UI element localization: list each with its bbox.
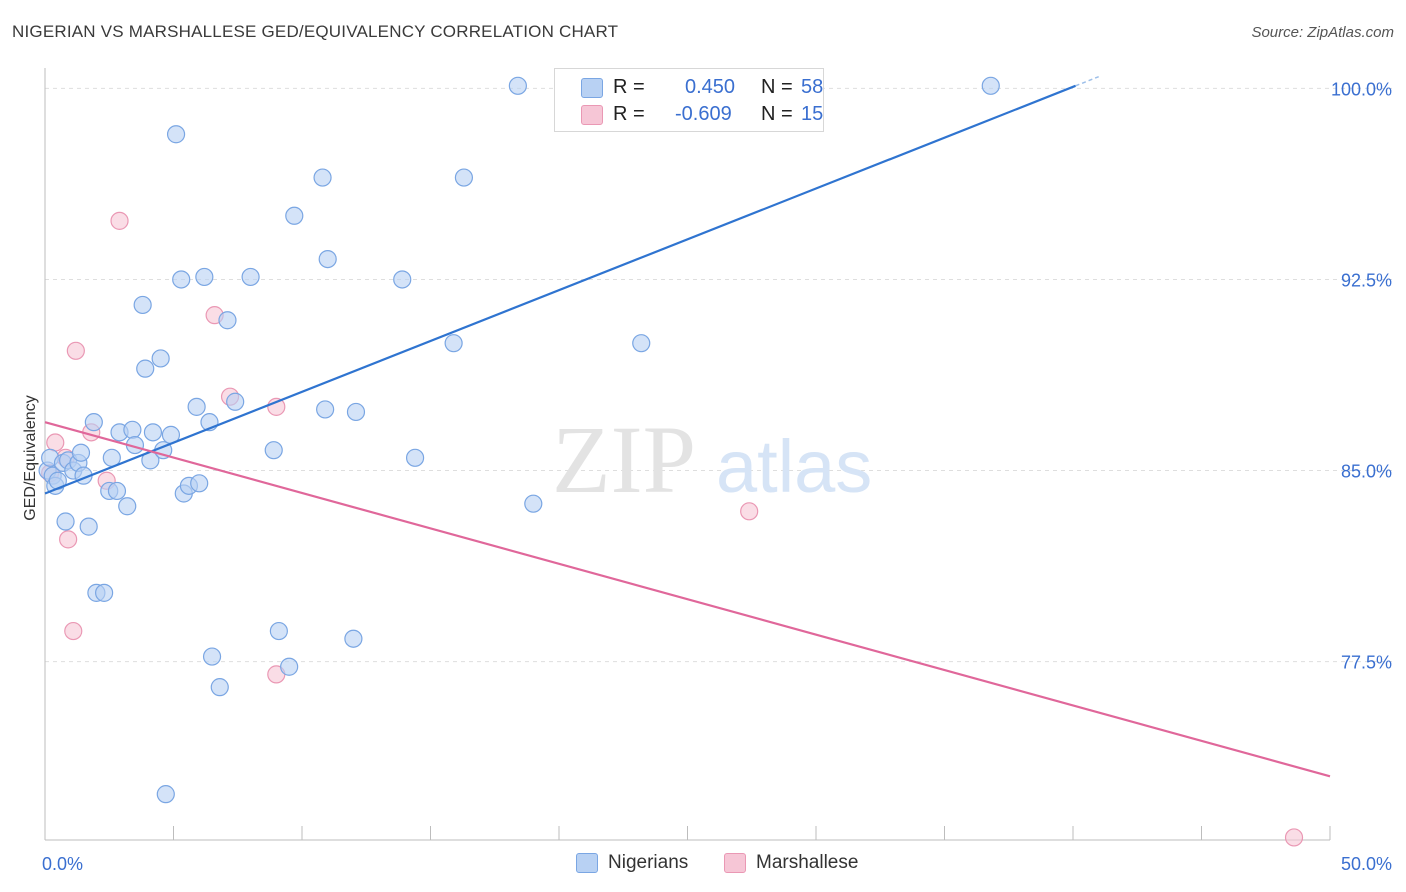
- marshallese-points: [41, 211, 1304, 847]
- marshallese-point: [110, 211, 129, 230]
- watermark: ZIP atlas: [552, 406, 872, 513]
- nigerian-point: [143, 423, 163, 442]
- nigerian-point: [79, 517, 98, 536]
- legend-r-label: R =: [613, 103, 645, 125]
- nigerian-point: [84, 413, 103, 432]
- marshallese-point: [46, 433, 65, 452]
- nigerian-point: [632, 334, 651, 353]
- legend-r-value: -0.609: [675, 103, 732, 125]
- legend-n-label: N =: [761, 76, 793, 98]
- legend-swatch-blue: [581, 78, 603, 98]
- bottom-legend-label: Nigerians: [608, 852, 689, 873]
- nigerian-trend-extension: [1075, 75, 1099, 87]
- watermark-atlas: atlas: [716, 425, 872, 508]
- nigerian-point: [156, 785, 175, 804]
- nigerian-point: [118, 497, 137, 516]
- x-tick-label: 0.0%: [42, 854, 83, 874]
- nigerian-point: [136, 359, 155, 378]
- nigerian-point: [405, 448, 425, 467]
- grid-lines: [45, 87, 1392, 663]
- nigerian-point: [123, 420, 142, 439]
- nigerian-point: [107, 481, 127, 501]
- nigerian-point: [508, 76, 527, 95]
- nigerian-point: [454, 168, 474, 187]
- marshallese-trend-line: [44, 421, 1331, 778]
- nigerian-point: [316, 400, 335, 419]
- bottom-legend-swatch-blue: [576, 853, 598, 873]
- nigerian-point: [226, 392, 245, 411]
- y-tick-label: 92.5%: [1341, 270, 1392, 290]
- source-label: Source: ZipAtlas.com: [1251, 24, 1394, 41]
- legend-swatch-pink: [581, 105, 603, 125]
- marshallese-point: [740, 502, 759, 521]
- nigerian-point: [269, 621, 288, 641]
- marshallese-point: [66, 341, 85, 360]
- trend-lines: [44, 75, 1331, 778]
- nigerian-point: [264, 441, 283, 460]
- nigerian-point: [195, 267, 214, 287]
- y-axis-title: GED/Equivalency: [22, 395, 39, 520]
- x-tick-label: 50.0%: [1341, 854, 1392, 874]
- nigerian-point: [166, 125, 186, 144]
- nigerian-point: [95, 583, 114, 602]
- stats-legend: R = 0.450 N = 58 R = -0.609 N = 15: [554, 68, 824, 132]
- nigerian-point: [524, 494, 543, 513]
- nigerian-point: [444, 334, 463, 353]
- legend-r-value: 0.450: [685, 76, 736, 98]
- legend-n-value: 58: [801, 76, 824, 98]
- legend-r-label: R =: [613, 76, 645, 98]
- legend-n-label: N =: [761, 103, 793, 125]
- nigerian-point: [71, 443, 91, 462]
- legend-n-value: 15: [801, 103, 824, 125]
- marshallese-point: [1284, 828, 1304, 847]
- nigerian-point: [218, 311, 237, 330]
- nigerian-point: [172, 270, 191, 289]
- tick-labels: 100.0% 92.5% 85.0% 77.5% 0.0% 50.0%: [42, 79, 1392, 874]
- bottom-legend-label: Marshallese: [756, 852, 859, 873]
- nigerian-point: [981, 76, 1000, 95]
- nigerian-point: [190, 474, 209, 493]
- bottom-legend-swatch-pink: [724, 853, 746, 873]
- marshallese-point: [64, 621, 83, 641]
- nigerian-points: [38, 76, 1000, 804]
- nigerian-point: [151, 349, 170, 368]
- nigerian-trend-line: [44, 84, 1076, 495]
- y-tick-label: 100.0%: [1331, 79, 1392, 99]
- nigerian-point: [241, 267, 260, 287]
- nigerian-point: [344, 629, 363, 648]
- nigerian-point: [202, 647, 222, 666]
- nigerian-point: [393, 270, 412, 289]
- marshallese-point: [59, 530, 78, 549]
- y-tick-label: 85.0%: [1341, 462, 1392, 482]
- nigerian-point: [133, 295, 152, 315]
- nigerian-point: [56, 512, 75, 531]
- chart-title: NIGERIAN VS MARSHALLESE GED/EQUIVALENCY …: [12, 22, 619, 41]
- nigerian-point: [346, 402, 366, 422]
- nigerian-point: [280, 657, 299, 676]
- nigerian-point: [318, 249, 337, 269]
- y-tick-label: 77.5%: [1341, 653, 1392, 673]
- watermark-zip: ZIP: [552, 406, 696, 513]
- nigerian-point: [187, 397, 206, 416]
- nigerian-point: [210, 678, 229, 697]
- nigerian-point: [313, 168, 332, 187]
- nigerian-point: [285, 206, 304, 225]
